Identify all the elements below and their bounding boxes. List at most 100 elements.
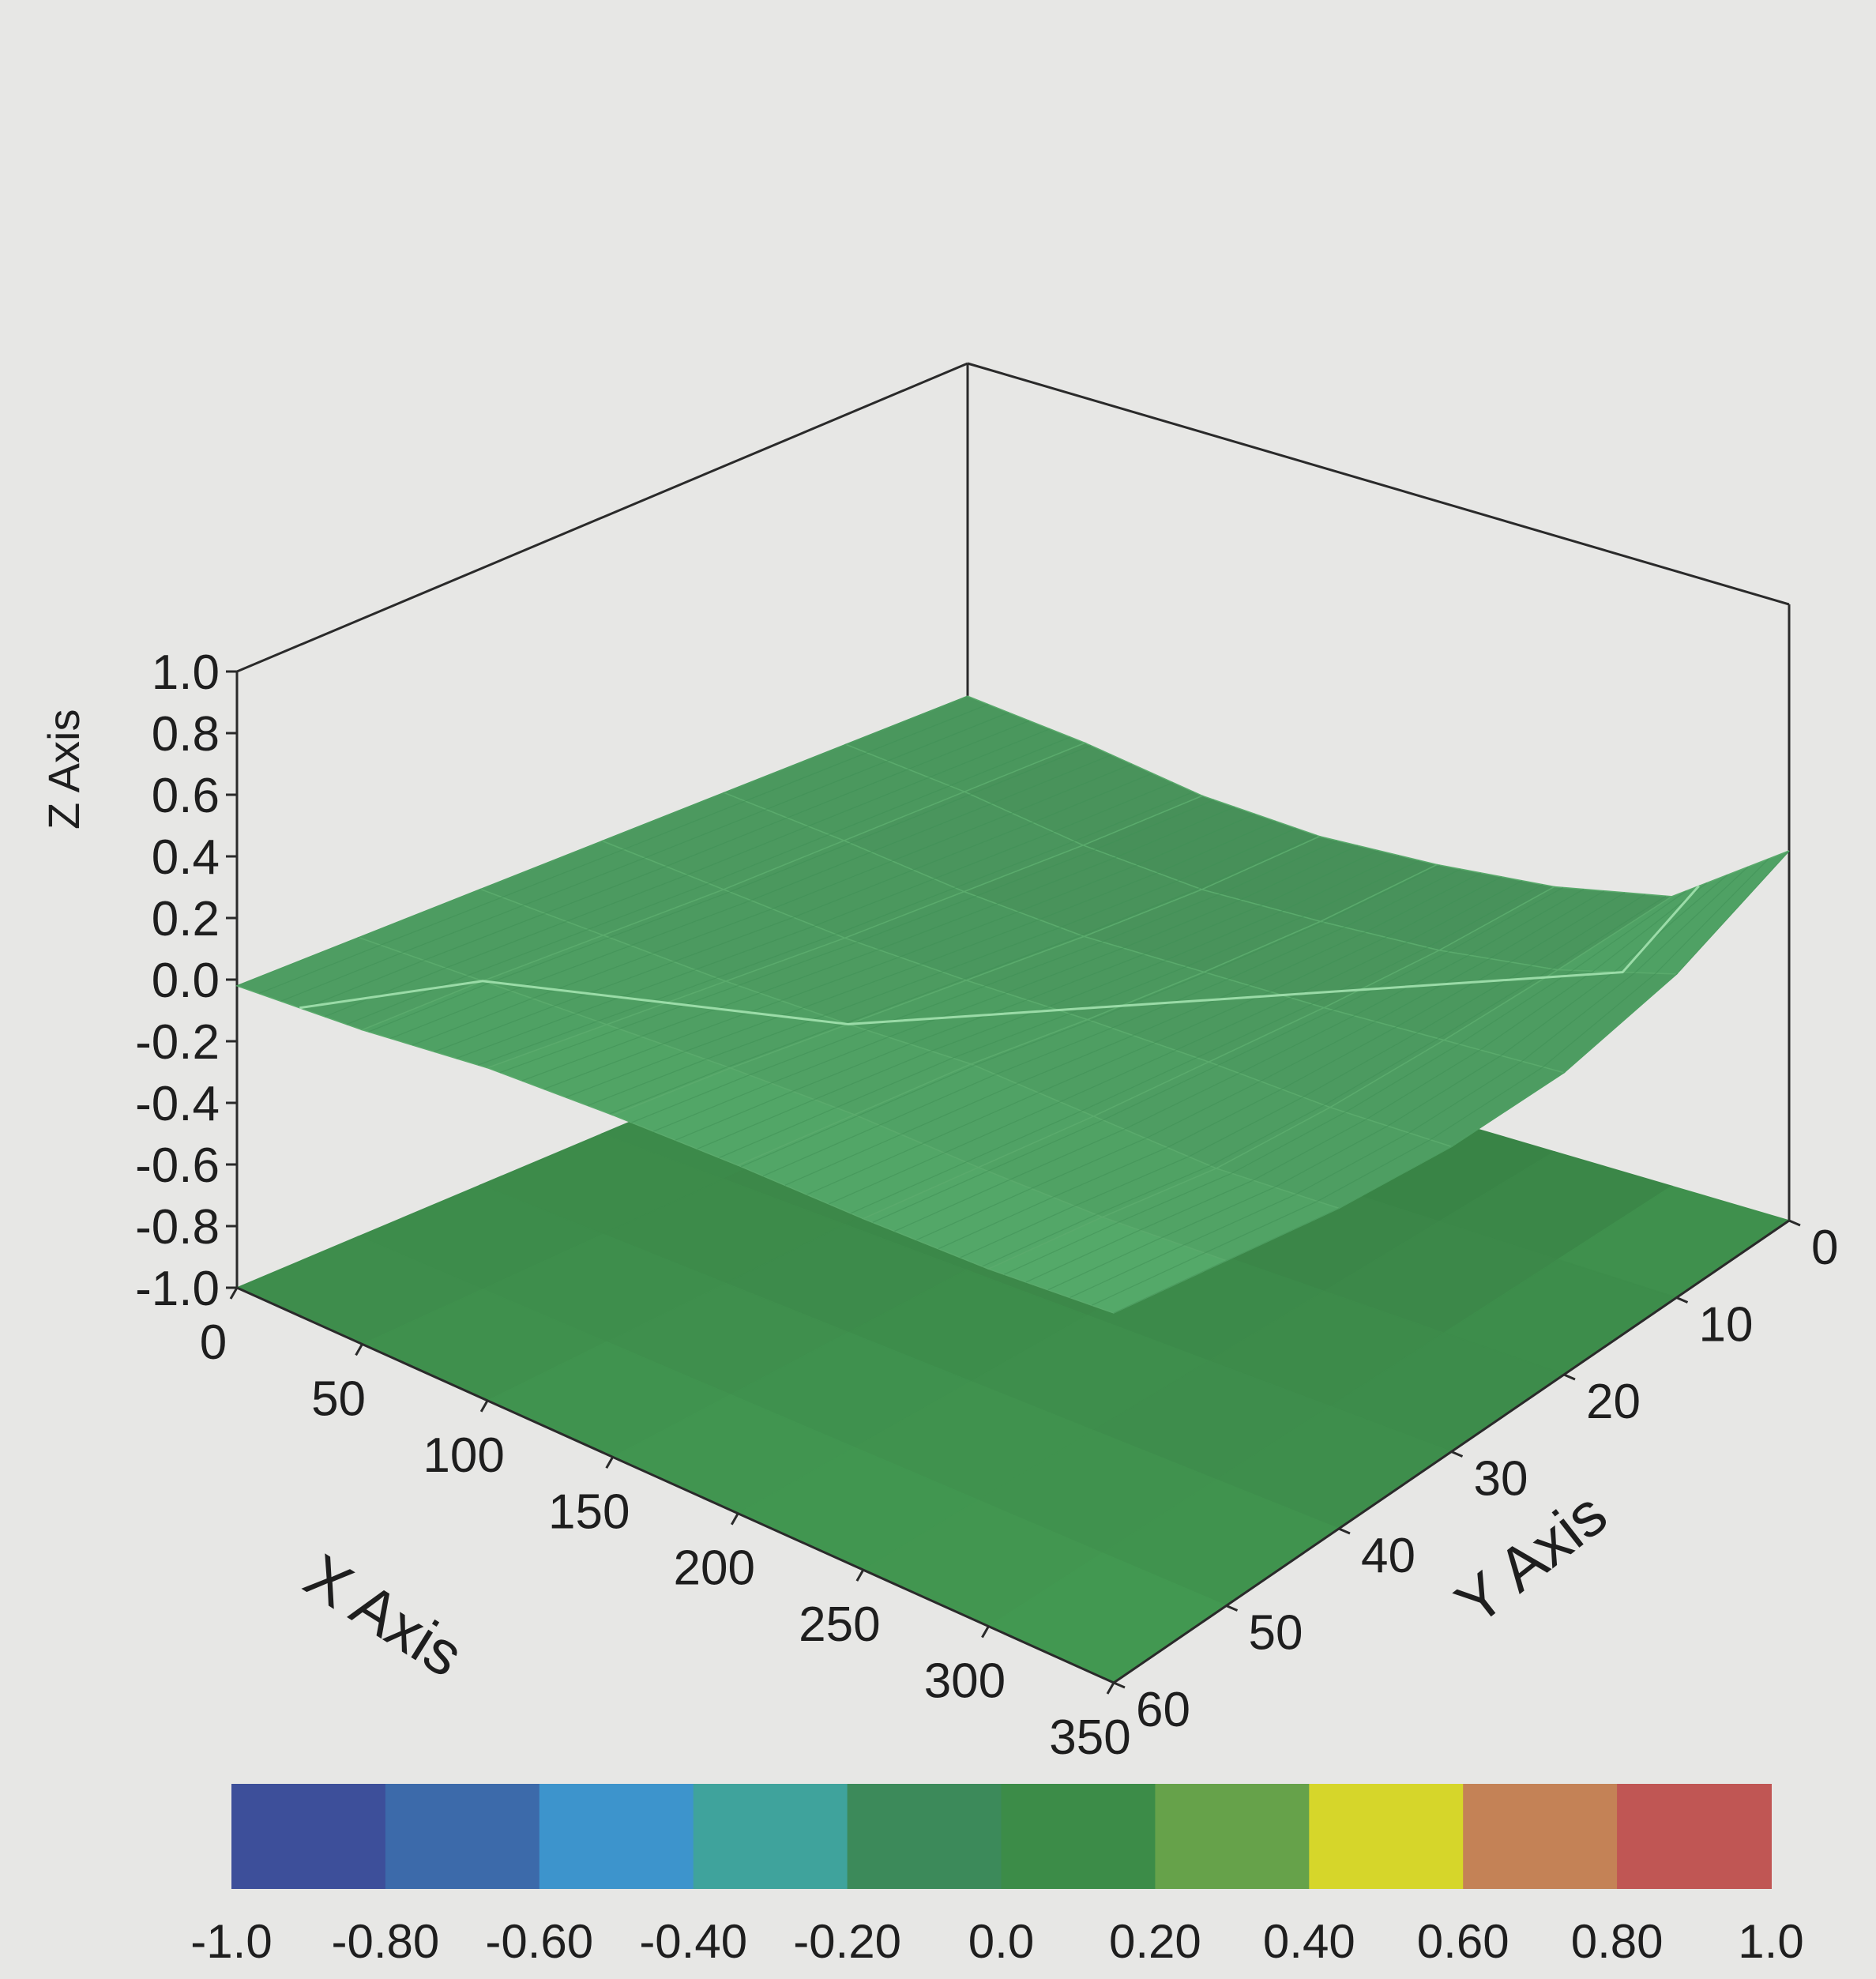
surface-mesh-line (762, 868, 1461, 1177)
surface-mesh-line (280, 712, 1009, 1002)
z-tick-label: -1.0 (135, 1262, 220, 1316)
y-tick-label: 40 (1361, 1529, 1415, 1583)
surface-mesh-line (1113, 850, 1790, 1314)
y-tick-mark (1113, 1681, 1126, 1689)
y-tick-mark (1788, 1219, 1801, 1227)
x-tick-label: 250 (799, 1597, 880, 1652)
colorbar (231, 1784, 1772, 1889)
colorbar-swatch (231, 1784, 386, 1889)
surface-mesh-line (741, 864, 1441, 1168)
surface-mesh-line (1004, 890, 1687, 1275)
colorbar-tick-label: 1.0 (1738, 1915, 1803, 1968)
colorbar-swatch (1001, 1784, 1156, 1889)
colorbar-swatch (1617, 1784, 1772, 1889)
x-tick-mark (981, 1625, 990, 1639)
surface-mesh-line (916, 890, 1605, 1241)
colorbar-tick-label: -0.40 (639, 1915, 747, 1968)
z-tick-label: 1.0 (152, 645, 220, 700)
z-tick-label: -0.2 (135, 1015, 220, 1070)
x-tick-mark (355, 1343, 363, 1356)
colorbar-labels: -1.0 -0.80 -0.60 -0.40 -0.20 0.0 0.20 0.40 0.60 0… (190, 1915, 1803, 1968)
surface-mesh-line (982, 895, 1667, 1267)
z-tick-label: 0.2 (152, 892, 220, 946)
x-tick-label: 300 (924, 1654, 1006, 1709)
surface-mesh-line (303, 720, 1030, 1010)
x-tick-label: 50 (311, 1371, 366, 1426)
x-tick-mark (855, 1569, 865, 1582)
surface-mesh-line (412, 763, 1133, 1046)
y-tick-label: 0 (1811, 1221, 1838, 1275)
colorbar-tick-label: 0.80 (1571, 1915, 1664, 1968)
z-axis-title: Z Axis (39, 709, 88, 830)
colorbar-swatch (1463, 1784, 1618, 1889)
surface-mesh-line (894, 889, 1585, 1232)
colorbar-tick-label: 0.60 (1417, 1915, 1509, 1968)
surface-mesh-line (456, 782, 1174, 1059)
surface-mesh-line (675, 850, 1379, 1141)
surface-mesh-line (543, 813, 1256, 1090)
surface-mesh-line (609, 834, 1318, 1115)
colorbar-swatch (1309, 1784, 1464, 1889)
colorbar-tick-label: 0.40 (1263, 1915, 1355, 1968)
surface-mesh-line (1025, 882, 1708, 1283)
x-tick-label: 100 (423, 1428, 504, 1483)
colorbar-swatch (539, 1784, 694, 1889)
z-tick-label: -0.6 (135, 1138, 220, 1193)
box-top-left-edge (236, 362, 968, 673)
y-tick-label: 50 (1249, 1606, 1303, 1661)
surface-mesh-line (521, 806, 1235, 1082)
surface-mesh-line (1091, 858, 1769, 1306)
y-tick-mark (1338, 1527, 1351, 1535)
surface-mesh-line (324, 728, 1051, 1018)
y-tick-label: 20 (1586, 1375, 1641, 1429)
colorbar-tick-label: -0.60 (485, 1915, 593, 1968)
colorbar-swatch (693, 1784, 848, 1889)
x-axis-line (236, 1286, 1115, 1684)
y-tick-label: 10 (1699, 1298, 1754, 1353)
x-axis-title: X Axis (293, 1541, 475, 1690)
surface-mesh-line (850, 884, 1543, 1214)
surface-mesh-line (653, 845, 1359, 1132)
z-axis-ticks: -1.0 -0.8 -0.6 -0.4 -0.2 0.0 0.2 0.4 0.6 0.8 1.0 (135, 645, 237, 1316)
surface-mesh-line (434, 773, 1153, 1052)
surface-mesh-line (236, 695, 968, 987)
surface-mesh-line (258, 703, 989, 995)
surface-mesh-line (697, 855, 1400, 1149)
z-tick-label: -0.4 (135, 1077, 220, 1131)
surface-mesh-line (784, 872, 1482, 1186)
z-tick-label: 0.6 (152, 769, 220, 823)
colorbar-tick-label: 0.0 (968, 1915, 1034, 1968)
surface-mesh-line (566, 820, 1276, 1098)
x-tick-label: 150 (548, 1484, 630, 1539)
surface-mesh-line (368, 745, 1092, 1033)
colorbar-tick-label: -0.80 (332, 1915, 440, 1968)
surface-mesh-line (806, 876, 1502, 1195)
x-tick-mark (605, 1456, 615, 1469)
y-axis-ticks: 0 10 20 30 40 50 60 (1113, 1219, 1838, 1737)
surface-mesh-line (938, 892, 1626, 1250)
y-tick-label: 60 (1136, 1683, 1190, 1737)
y-tick-mark (1225, 1605, 1239, 1612)
x-tick-mark (1106, 1682, 1115, 1695)
x-axis-ticks: 0 50 100 150 200 250 300 350 (200, 1287, 1131, 1765)
box-top-right-edge (967, 362, 1790, 606)
surface-contour-line (299, 885, 1700, 1025)
x-tick-mark (479, 1400, 489, 1413)
surface-mesh-line (587, 827, 1297, 1106)
x-tick-mark (730, 1512, 739, 1526)
z-tick-label: 0.0 (152, 954, 220, 1008)
x-tick-label: 200 (674, 1541, 755, 1596)
surface-mesh-line (829, 880, 1523, 1205)
surface-mesh (235, 695, 1790, 1314)
colorbar-swatch (385, 1784, 540, 1889)
colorbar-swatch (847, 1784, 1002, 1889)
y-tick-mark (1563, 1373, 1576, 1381)
z-tick-label: -0.8 (135, 1200, 220, 1255)
colorbar-swatch (1155, 1784, 1310, 1889)
surface-mesh-line (346, 736, 1071, 1025)
x-tick-mark (229, 1287, 239, 1300)
y-axis-title: Y Axis (1442, 1478, 1619, 1638)
surface-mesh-line (1070, 866, 1749, 1299)
colorbar-tick-label: -0.20 (793, 1915, 901, 1968)
